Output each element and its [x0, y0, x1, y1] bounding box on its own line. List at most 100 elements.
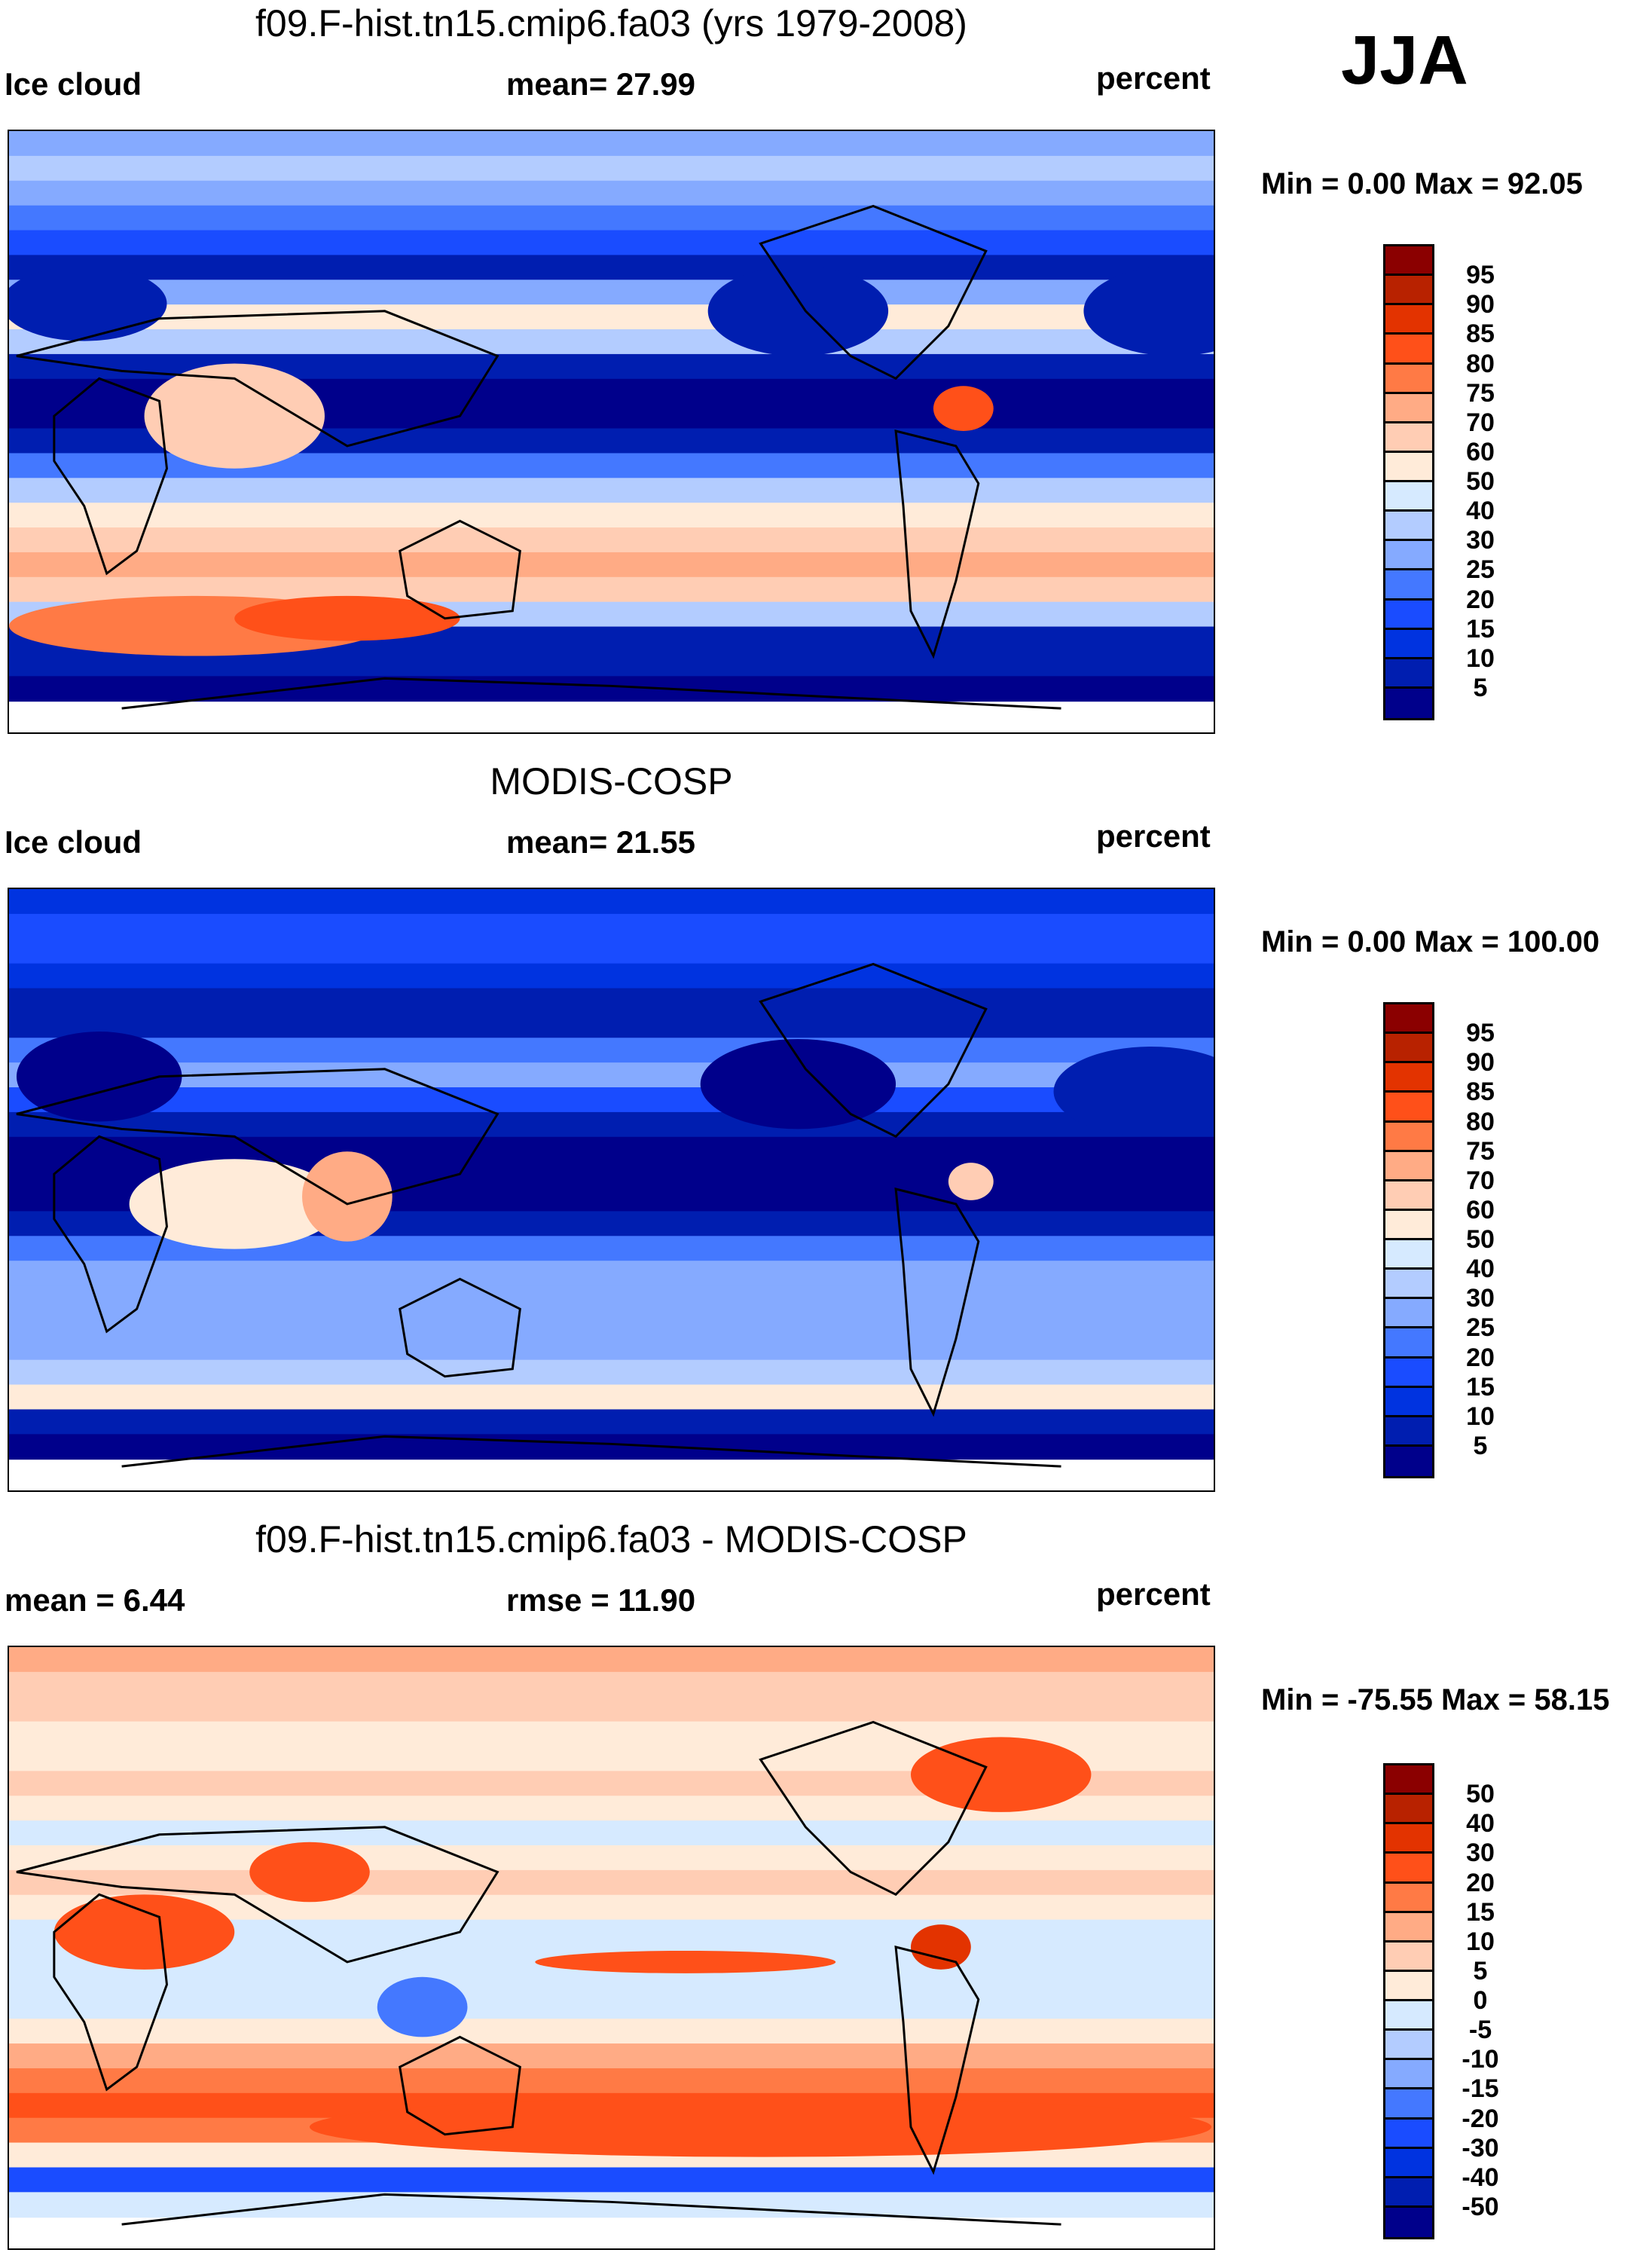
units-label: percent: [1096, 818, 1211, 854]
colorbar-tick-label: 0: [1473, 1986, 1488, 2015]
contour-band: [9, 1359, 1214, 1386]
colorbar-swatch: [1385, 1270, 1432, 1300]
colorbar-swatch: [1385, 688, 1432, 718]
colorbar-swatch: [1385, 393, 1432, 423]
contour-region: [1053, 1046, 1214, 1137]
coastline: [759, 1720, 988, 1897]
contour-region: [377, 1976, 468, 2037]
panel-title: f09.F-hist.tn15.cmip6.fa03 (yrs 1979-200…: [255, 2, 967, 44]
colorbar-tick-label: 15: [1466, 1897, 1495, 1927]
colorbar-tick-label: 50: [1466, 1225, 1495, 1254]
colorbar-tick-label: 60: [1466, 437, 1495, 466]
contour-region: [911, 1924, 971, 1970]
colorbar-swatch: [1385, 2060, 1432, 2090]
units-label: percent: [1096, 1576, 1211, 1612]
colorbar-swatch: [1385, 1417, 1432, 1447]
colorbar-swatch: [1385, 2119, 1432, 2149]
colorbar-tick-label: 10: [1466, 1927, 1495, 1956]
colorbar-swatch: [1385, 1942, 1432, 1972]
contour-band: [9, 889, 1214, 915]
contour-band: [9, 1671, 1214, 1698]
panel-title: MODIS-COSP: [490, 760, 733, 802]
contour-band: [9, 1409, 1214, 1435]
colorbar-swatch: [1385, 1151, 1432, 1181]
center-label: mean= 21.55: [506, 824, 696, 860]
colorbar-tick-label: 90: [1466, 1048, 1495, 1077]
colorbar-tick-label: -10: [1462, 2045, 1499, 2074]
contour-band: [9, 1384, 1214, 1411]
coastline: [399, 519, 521, 620]
colorbar-swatch: [1385, 2178, 1432, 2208]
colorbar-tick-label: 10: [1466, 643, 1495, 673]
contour-band: [9, 155, 1214, 182]
colorbar-swatch: [1385, 335, 1432, 365]
colorbar-swatch: [1385, 1824, 1432, 1854]
contour-band: [9, 1845, 1214, 1871]
contour-band: [9, 255, 1214, 281]
contour-band: [9, 2192, 1214, 2218]
colorbar-swatch: [1385, 570, 1432, 601]
contour-band: [9, 1285, 1214, 1311]
contour-band: [9, 938, 1214, 964]
colorbar-swatch: [1385, 629, 1432, 659]
colorbar-swatch: [1385, 600, 1432, 630]
contour-region: [302, 1151, 393, 1242]
contour-region: [144, 363, 325, 469]
colorbar: [1383, 1763, 1434, 2239]
colorbar-swatch: [1385, 1093, 1432, 1123]
coastline: [399, 2035, 521, 2136]
contour-region: [1083, 266, 1214, 356]
colorbar-tick-label: 60: [1466, 1195, 1495, 1224]
contour-band: [9, 1969, 1214, 1995]
colorbar-swatch: [1385, 364, 1432, 394]
colorbar-tick-label: 50: [1466, 1780, 1495, 1809]
colorbar-swatch: [1385, 2089, 1432, 2120]
colorbar-swatch: [1385, 1387, 1432, 1417]
colorbar-swatch: [1385, 541, 1432, 571]
colorbar-tick-label: 30: [1466, 526, 1495, 555]
colorbar-tick-label: 95: [1466, 261, 1495, 290]
colorbar-swatch: [1385, 1765, 1432, 1796]
colorbar-swatch: [1385, 2148, 1432, 2178]
coastline: [121, 677, 1061, 710]
coastline: [894, 1187, 980, 1417]
colorbar-swatch: [1385, 2031, 1432, 2061]
coastline: [53, 1893, 169, 2092]
colorbar-tick-label: 40: [1466, 1255, 1495, 1284]
coastline: [894, 429, 980, 659]
colorbar-swatch: [1385, 1328, 1432, 1359]
coastline: [53, 377, 169, 576]
left-label: Ice cloud: [5, 824, 142, 860]
units-label: percent: [1096, 60, 1211, 96]
contour-band: [9, 2068, 1214, 2094]
colorbar-swatch: [1385, 1004, 1432, 1035]
colorbar-tick-label: -5: [1468, 2016, 1492, 2045]
colorbar-swatch: [1385, 482, 1432, 512]
colorbar-swatch: [1385, 1358, 1432, 1388]
contour-region: [707, 266, 889, 356]
coastline: [16, 310, 499, 448]
contour-band: [9, 1647, 1214, 1673]
colorbar-tick-label: -15: [1462, 2074, 1499, 2104]
colorbar-tick-label: 80: [1466, 1107, 1495, 1136]
contour-region: [535, 1950, 836, 1973]
contour-band: [9, 2167, 1214, 2193]
colorbar-tick-label: 25: [1466, 555, 1495, 585]
colorbar-swatch: [1385, 1912, 1432, 1942]
contour-map: [8, 130, 1215, 734]
colorbar-tick-label: 25: [1466, 1313, 1495, 1343]
contour-band: [9, 1310, 1214, 1336]
contour-band: [9, 913, 1214, 940]
colorbar-tick-label: 30: [1466, 1284, 1495, 1313]
colorbar-swatch: [1385, 1795, 1432, 1825]
colorbar-tick-label: 20: [1466, 585, 1495, 614]
contour-band: [9, 329, 1214, 355]
contour-band: [9, 1087, 1214, 1113]
colorbar-swatch: [1385, 452, 1432, 482]
colorbar-tick-label: -40: [1462, 2163, 1499, 2192]
colorbar-swatch: [1385, 246, 1432, 277]
contour-band: [9, 988, 1214, 1014]
coastline: [16, 1068, 499, 1206]
colorbar-tick-label: 40: [1466, 1809, 1495, 1839]
